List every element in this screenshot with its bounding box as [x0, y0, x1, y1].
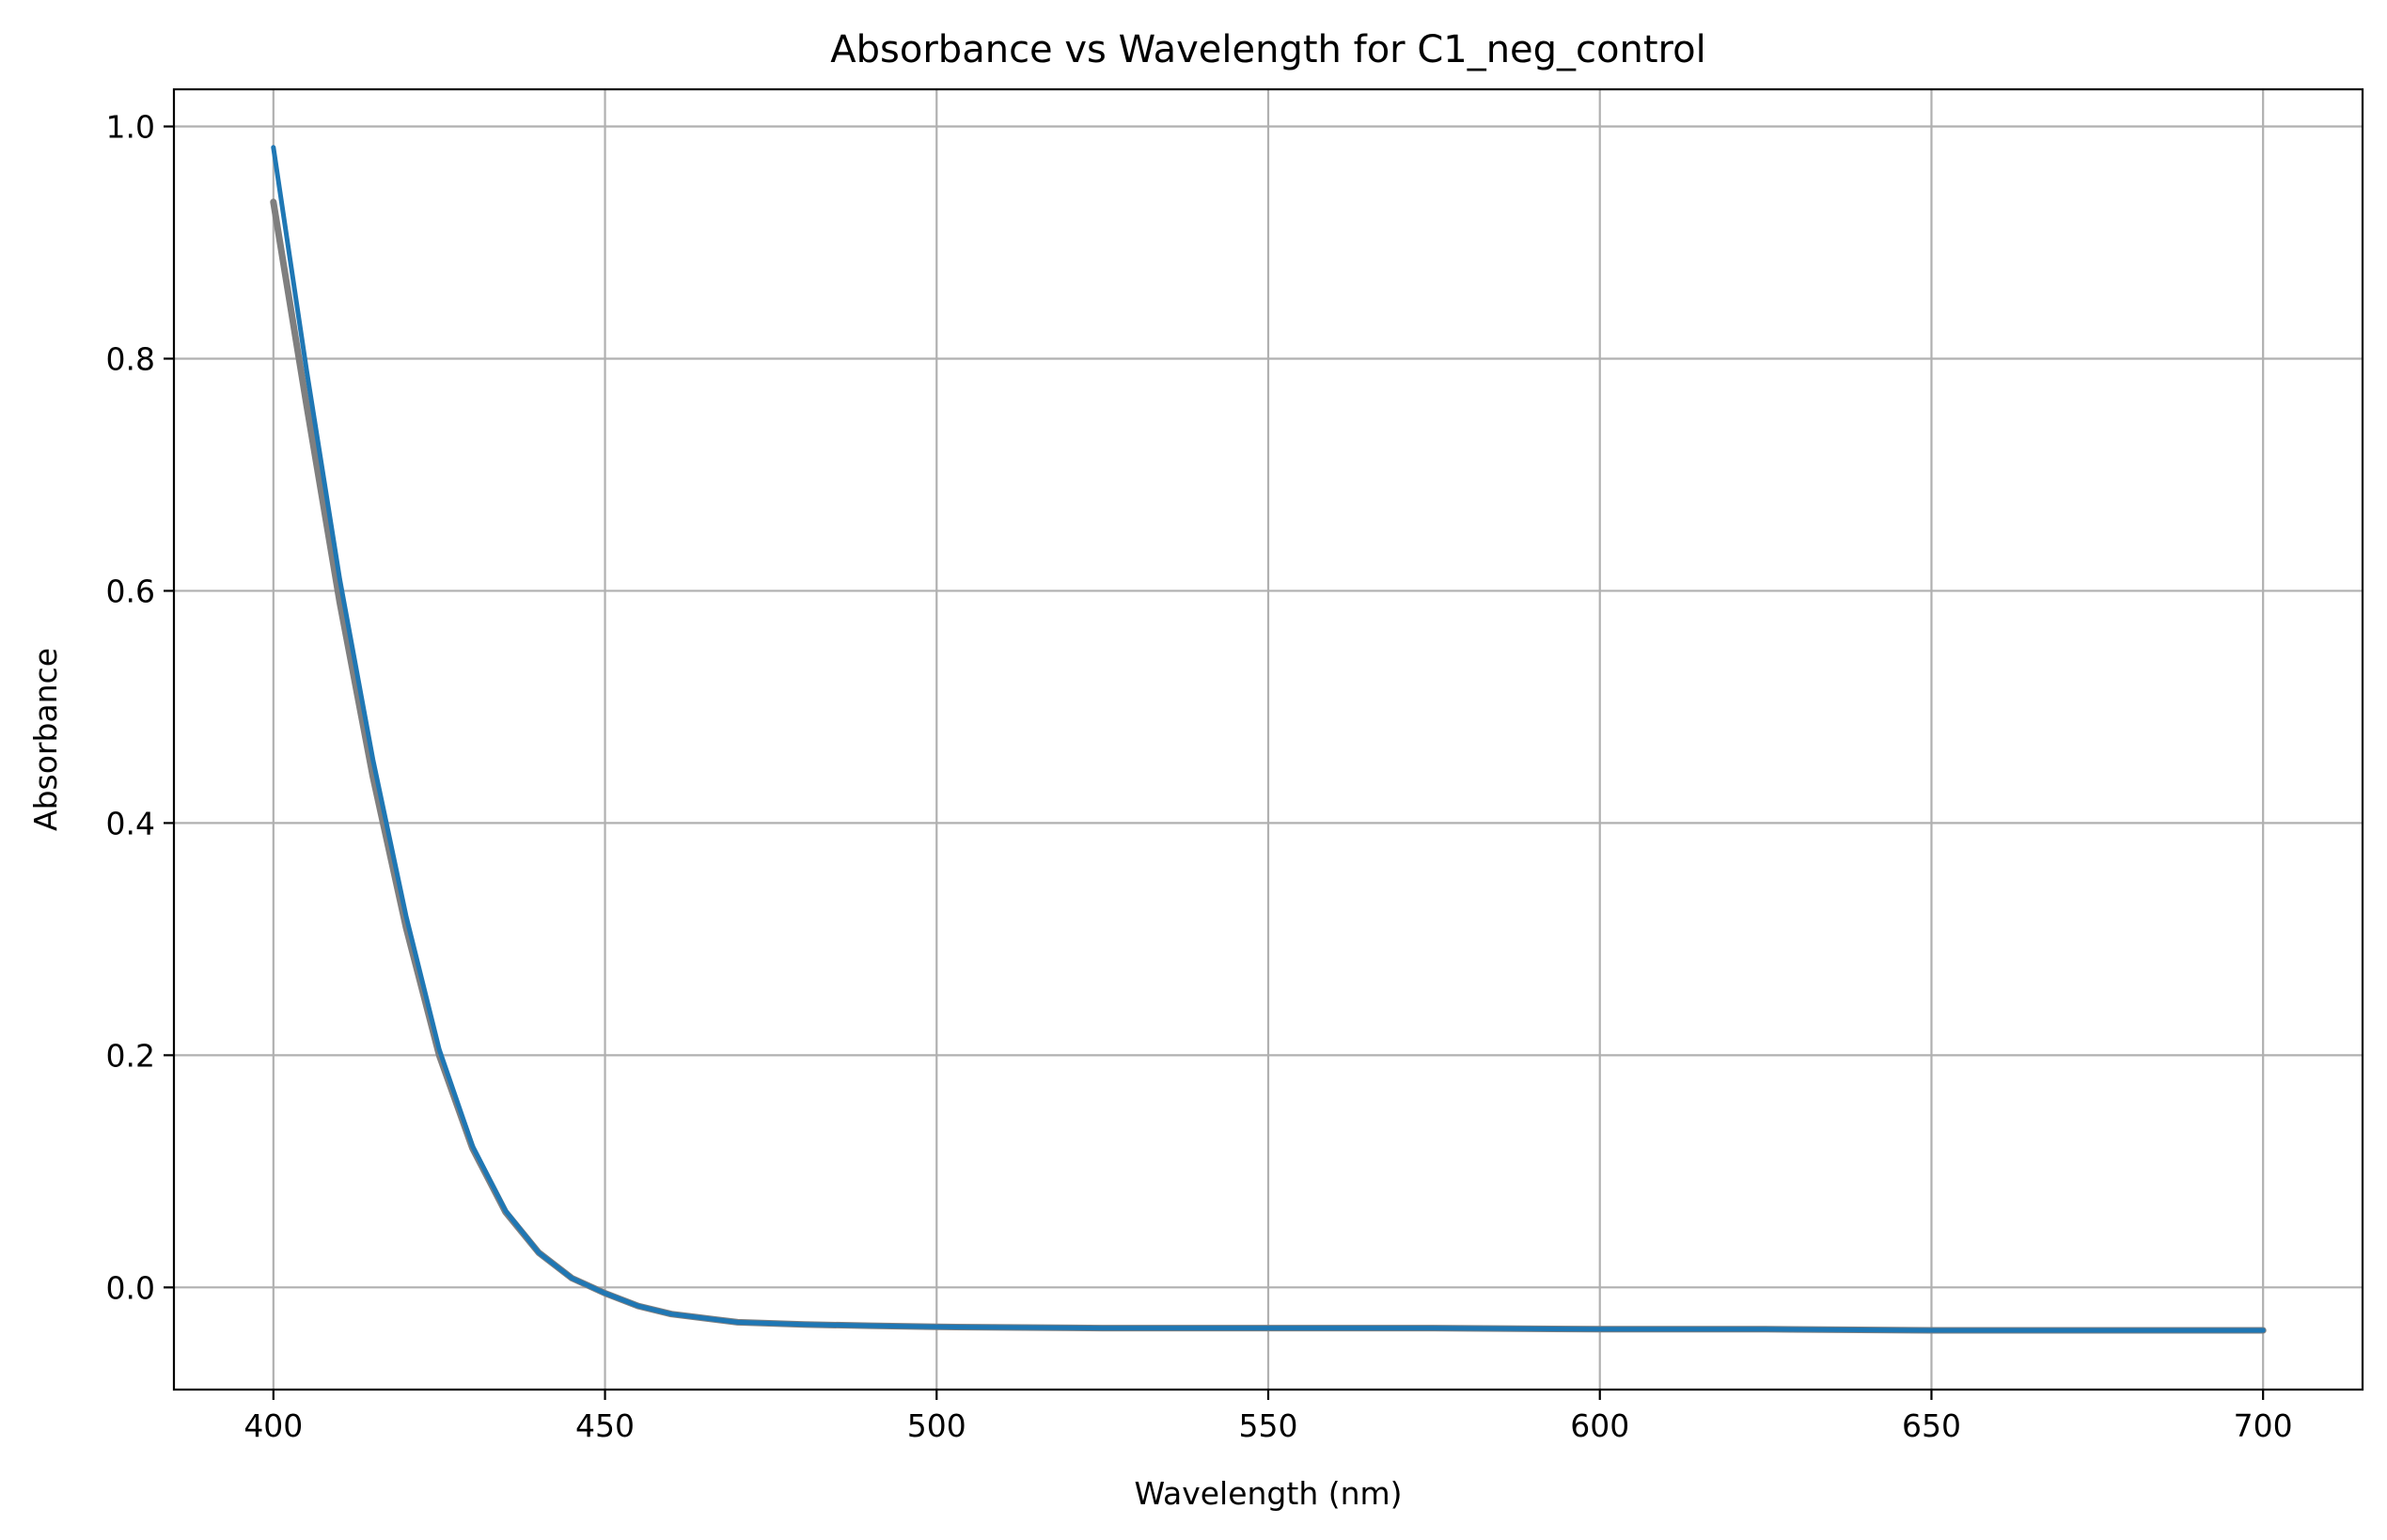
series-line-2 [271, 145, 2266, 1333]
y-axis-label: Absorbance [27, 648, 64, 831]
axis-ticks: 400 450 500 550 600 650 700 0.0 0.2 0.4 0.6 0.8 1.0 [106, 109, 2293, 1444]
x-tick-label: 600 [1570, 1407, 1629, 1444]
x-tick-label: 650 [1902, 1407, 1961, 1444]
x-axis-label: Wavelength (nm) [1134, 1475, 1402, 1512]
x-tick-label: 500 [907, 1407, 966, 1444]
x-tick-label: 550 [1239, 1407, 1298, 1444]
x-tick-label: 450 [575, 1407, 635, 1444]
chart-title: Absorbance vs Wavelength for C1_neg_cont… [830, 28, 1705, 71]
grid-lines [174, 89, 2363, 1390]
y-tick-label: 0.4 [106, 805, 155, 841]
y-tick-label: 0.2 [106, 1037, 155, 1074]
data-series [270, 145, 2267, 1334]
y-tick-label: 0.6 [106, 573, 155, 609]
x-tick-label: 700 [2234, 1407, 2293, 1444]
y-tick-label: 0.8 [106, 340, 155, 377]
x-tick-label: 400 [243, 1407, 303, 1444]
y-tick-label: 0.0 [106, 1269, 155, 1306]
y-tick-label: 1.0 [106, 109, 155, 146]
